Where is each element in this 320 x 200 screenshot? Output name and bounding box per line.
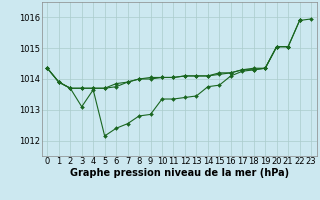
X-axis label: Graphe pression niveau de la mer (hPa): Graphe pression niveau de la mer (hPa) xyxy=(70,168,289,178)
